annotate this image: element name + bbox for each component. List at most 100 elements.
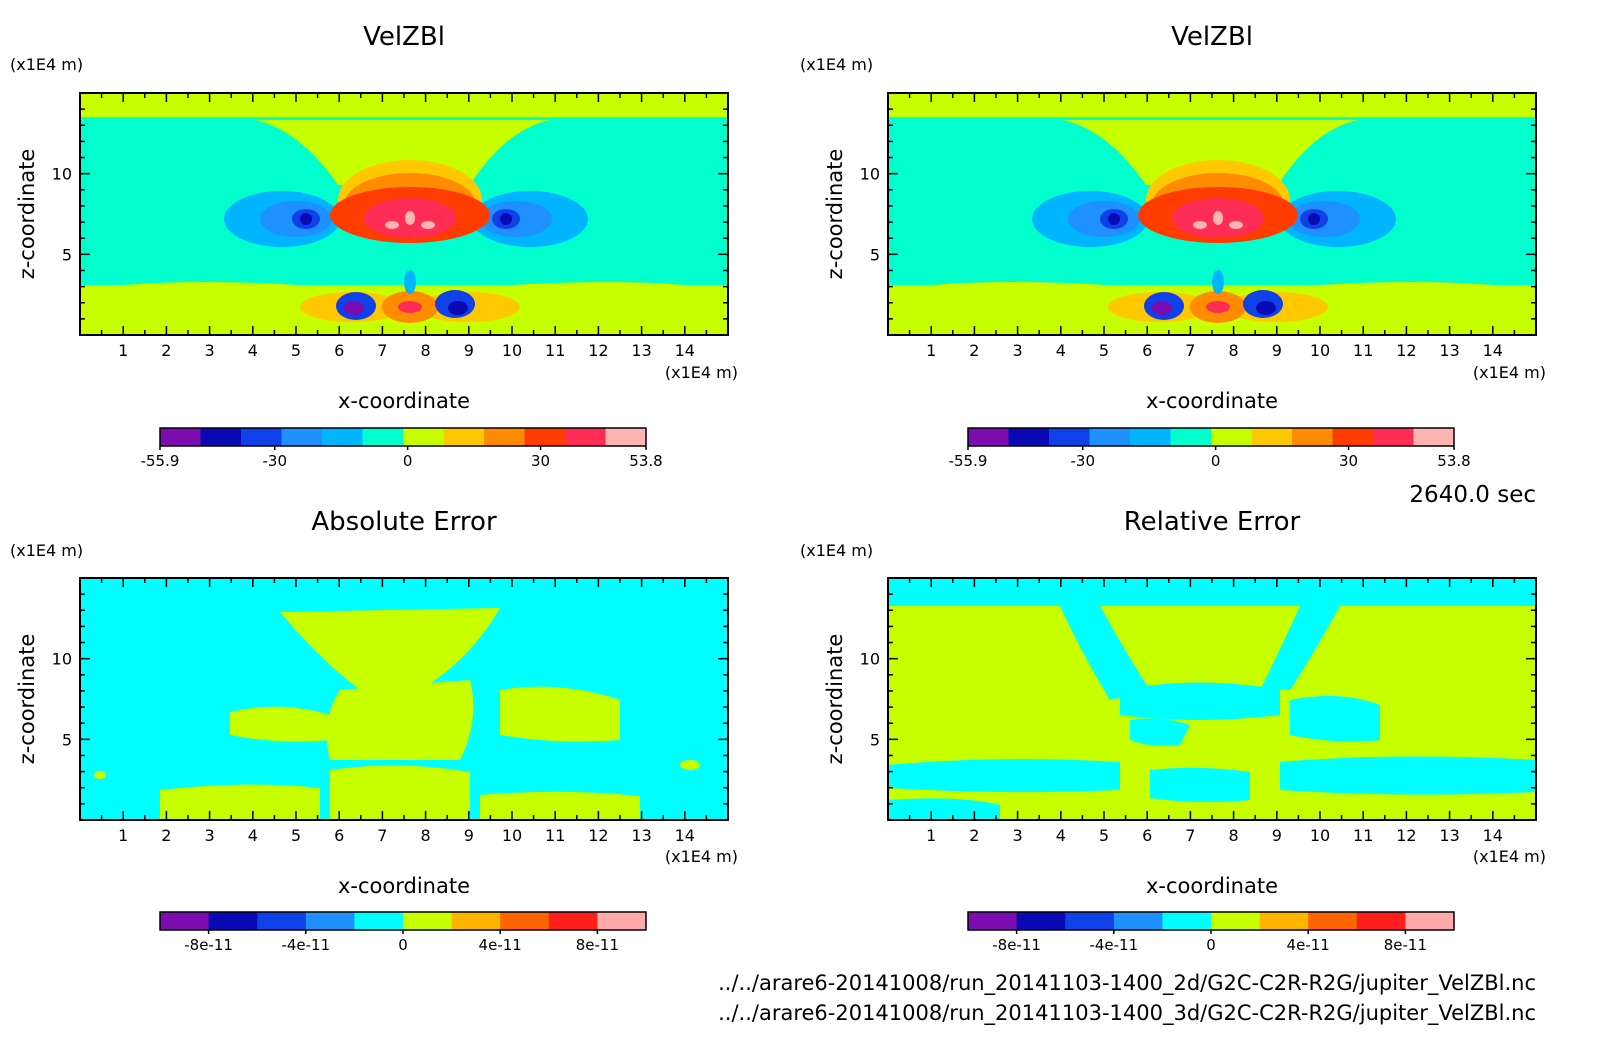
y-axis-label: z-coordinate — [823, 634, 847, 765]
plot-area — [79, 92, 729, 336]
x-tick-label: 12 — [588, 341, 608, 360]
time-label: 2640.0 sec — [1409, 482, 1536, 508]
colorbar-swatch — [322, 428, 363, 446]
x-tick-label: 12 — [588, 826, 608, 845]
panel-relative-error: Relative Error (x1E4 m) 1 2 3 4 5 6 7 8 9 10 11 12 1… — [800, 507, 1546, 954]
x-tick-label: 10 — [502, 826, 522, 845]
y-tick-label: 5 — [870, 245, 880, 264]
x-tick-label: 11 — [545, 826, 565, 845]
colorbar-swatch — [968, 912, 1018, 930]
colorbar-swatch — [1049, 428, 1090, 446]
field-low-center-core — [398, 301, 422, 313]
colorbar-swatch — [500, 912, 550, 930]
colorbar-swatch — [1259, 912, 1309, 930]
colorbar-tick-label: -4e-11 — [281, 936, 330, 954]
field-stem — [1212, 270, 1224, 294]
field-stem — [404, 270, 416, 294]
colorbar-tick-label: 8e-11 — [1384, 936, 1427, 954]
x-tick-label: 10 — [1310, 826, 1330, 845]
footer-path-3d: ../../arare6-20141008/run_20141103-1400_… — [718, 1001, 1536, 1026]
field-low-right-min — [1256, 301, 1276, 315]
x-tick-label: 1 — [926, 341, 936, 360]
field-lower-left — [80, 281, 340, 335]
x-tick-label: 13 — [631, 341, 651, 360]
x-tick-label: 13 — [631, 826, 651, 845]
colorbar-swatch — [160, 428, 201, 446]
panel-title: VelZBl — [1171, 22, 1253, 52]
y-axis-label: z-coordinate — [15, 149, 39, 280]
x-tick-label: 10 — [1310, 341, 1330, 360]
colorbar-swatch — [208, 912, 258, 930]
field-low-left-min — [344, 301, 364, 315]
y-axis-label: z-coordinate — [15, 634, 39, 765]
x-tick-label: 2 — [969, 341, 979, 360]
field-patch-center — [326, 680, 474, 760]
x-tick-label: 3 — [205, 826, 215, 845]
colorbar-tick-label: 4e-11 — [1287, 936, 1330, 954]
x-tick-label: 9 — [1272, 826, 1282, 845]
colorbar-swatch — [257, 912, 307, 930]
field-bottom-left — [888, 798, 1000, 820]
panel-title: VelZBl — [363, 22, 445, 52]
colorbar-swatch — [1089, 428, 1131, 446]
y-tick-label: 5 — [870, 730, 880, 749]
field-right-core-min — [500, 213, 512, 225]
colorbar-swatch — [403, 428, 444, 446]
colorbar-swatch — [1211, 428, 1252, 446]
field-patch-left — [230, 706, 330, 742]
plot-area — [79, 577, 729, 821]
x-tick-label: 9 — [464, 341, 474, 360]
x-unit-label: (x1E4 m) — [665, 363, 738, 382]
x-unit-label: (x1E4 m) — [1473, 847, 1546, 866]
x-tick-label: 12 — [1396, 826, 1416, 845]
field-low-center-core — [1206, 301, 1230, 313]
colorbar-swatch — [1008, 428, 1050, 446]
colorbar-tick-label: -30 — [1070, 452, 1095, 470]
x-tick-label: 4 — [248, 826, 258, 845]
x-tick-label: 2 — [161, 341, 171, 360]
colorbar-swatch — [1405, 912, 1455, 930]
field-left-core-min — [300, 213, 312, 225]
colorbar-swatch — [362, 428, 404, 446]
x-tick-label: 8 — [1229, 341, 1239, 360]
field-lower-band-right — [1280, 756, 1536, 795]
x-tick-label: 6 — [1142, 341, 1152, 360]
y-unit-label: (x1E4 m) — [800, 55, 873, 74]
x-tick-label: 5 — [291, 826, 301, 845]
x-tick-label: 6 — [1142, 826, 1152, 845]
field-max-c — [1229, 221, 1243, 229]
colorbar-tick-label: 0 — [398, 936, 408, 954]
colorbar-swatch — [605, 428, 647, 446]
panel-absolute-error: Absolute Error (x1E4 m) 1 2 3 4 5 6 7 8 9 10 11 12 1… — [10, 507, 738, 954]
y-unit-label: (x1E4 m) — [800, 541, 873, 560]
colorbar-swatch — [1332, 428, 1374, 446]
x-tick-label: 4 — [1056, 341, 1066, 360]
x-tick-label: 1 — [118, 341, 128, 360]
field-patch-right — [500, 686, 620, 742]
x-tick-label: 6 — [334, 341, 344, 360]
colorbar-tick-label: 53.8 — [1437, 452, 1470, 470]
colorbar-swatch — [524, 428, 566, 446]
y-unit-label: (x1E4 m) — [10, 55, 83, 74]
panel-title: Absolute Error — [311, 507, 497, 537]
field-mid-band — [1120, 682, 1280, 720]
x-axis-label: x-coordinate — [338, 389, 470, 413]
colorbar-swatch — [565, 428, 606, 446]
field-max-c — [421, 221, 435, 229]
x-tick-label: 6 — [334, 826, 344, 845]
x-tick-label: 4 — [248, 341, 258, 360]
x-tick-label: 8 — [1229, 826, 1239, 845]
panel-title: Relative Error — [1124, 507, 1301, 537]
colorbar-swatch — [1373, 428, 1414, 446]
field-low-right-min — [448, 301, 468, 315]
field-max-a — [385, 221, 399, 229]
field-stripe-left — [1060, 606, 1150, 700]
x-tick-label: 3 — [1013, 341, 1023, 360]
field-lower-left — [888, 281, 1148, 335]
x-tick-label: 4 — [1056, 826, 1066, 845]
colorbar-tick-label: 0 — [403, 452, 413, 470]
field-mid-patch — [1130, 718, 1190, 746]
